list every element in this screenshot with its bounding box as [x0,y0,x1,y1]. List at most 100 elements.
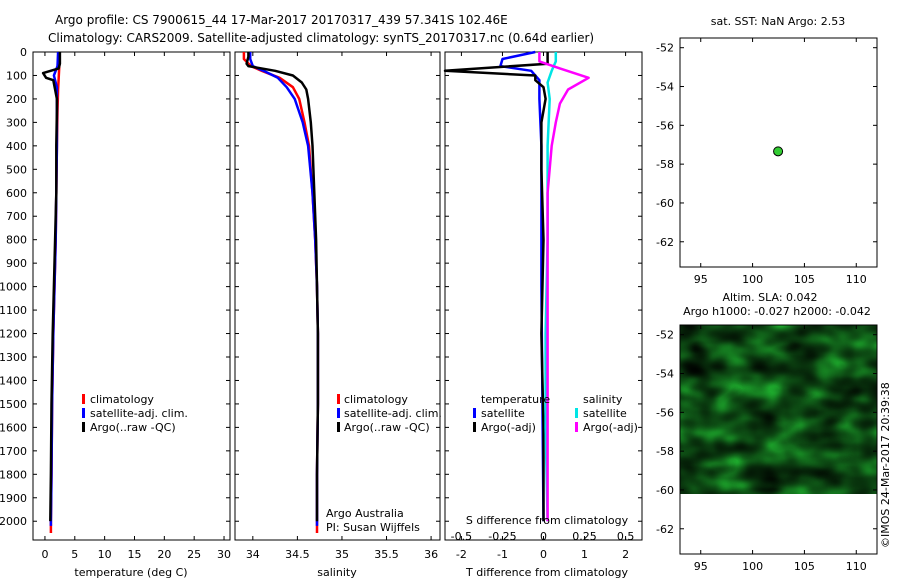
x-tick-label: 35.5 [374,548,399,561]
depth-tick-label: 200 [6,93,27,106]
legend-title-salinity: salinity [583,393,623,406]
legend-swatch-satellite [337,408,340,418]
salinity-x-axis: 34 34.5 35 35.5 36 [246,52,438,561]
temperature-xlabel: temperature (deg C) [74,566,187,579]
altimetry-panel: Altim. SLA: 0.042 Argo h1000: -0.027 h20… [656,291,878,573]
depth-tick-label: 400 [6,140,27,153]
lat-tick-label: -56 [656,406,674,419]
legend-swatch-t-satellite [473,408,476,418]
depth-tick-label: 1800 [0,468,27,481]
x-tick-label: 20 [157,548,171,561]
altimetry-heatmap [680,325,877,494]
x-tick-label: 34 [246,548,260,561]
x-tick-label: 34.5 [285,548,310,561]
temperature-axes-frame [32,51,231,541]
lat-tick-label: -58 [656,445,674,458]
sst-title: sat. SST: NaN Argo: 2.53 [711,15,845,28]
x-tick-label: 0 [41,548,48,561]
depth-axis: 0 100 200 300 400 500 600 700 800 900 1000 1100 1200… [0,46,230,528]
altimetry-map-axes: 95 100 105 110 -52 -54 -56 -58 -60 -62 [656,325,877,573]
depth-tick-label: 1300 [0,351,27,364]
legend-t-satellite: satellite [481,407,525,420]
sst-map-panel: sat. SST: NaN Argo: 2.53 95 100 105 110 -52 -… [656,15,878,286]
lat-tick-label: -56 [656,119,674,132]
depth-tick-label: 1500 [0,398,27,411]
x-tick-label: 15 [127,548,141,561]
altimetry-title-line2: Argo h1000: -0.027 h2000: -0.042 [683,305,871,318]
difference-panel: -2 -1 0 1 2 T difference from climatology S … [443,50,643,579]
x-tick-label: -1 [497,548,508,561]
heatmap-peaks [680,325,877,494]
profile-line-satellite-adj-clim- [248,52,320,526]
profile-line-argo-raw-qc- [245,52,320,522]
x-tick-label: 0 [540,548,547,561]
legend-s-argo: Argo(-adj) [583,421,638,434]
temperature-panel: 0100200300400500600700800900100011001200… [0,46,231,579]
lon-tick-label: 95 [694,273,708,286]
lat-tick-label: -60 [656,484,674,497]
s-diff-tick-label: 0.25 [572,530,597,543]
legend-satellite: satellite-adj. clim. [90,407,188,420]
depth-tick-label: 900 [6,257,27,270]
x-tick-label: 10 [98,548,112,561]
x-tick-label: 25 [187,548,201,561]
legend-title-temperature: temperature [481,393,550,406]
x-tick-label: 2 [622,548,629,561]
temperature-x-axis: 0 5 10 15 20 25 30 [41,52,231,561]
altimetry-map-frame [679,324,878,555]
profile-line-temperature-argo-adj- [443,52,549,522]
depth-tick-label: 100 [6,69,27,82]
s-diff-tick-label: -0.25 [488,530,516,543]
legend-argo: Argo(..raw -QC) [344,421,430,434]
lon-tick-label: 100 [742,273,763,286]
profile-line-salinity-argo-adj- [538,52,590,522]
legend-swatch-argo [337,422,340,432]
salinity-panel: 34 34.5 35 35.5 36 salinity climatology sate… [234,51,442,579]
credit-text: ©IMOS 24-Mar-2017 20:39:38 [879,382,892,548]
x-tick-label: 30 [217,548,231,561]
salinity-xlabel: salinity [317,566,357,579]
lat-tick-label: -58 [656,158,674,171]
x-tick-label: -2 [456,548,467,561]
depth-tick-label: 1900 [0,492,27,505]
figure-title-line2: Climatology: CARS2009. Satellite-adjuste… [48,31,594,45]
lon-tick-label: 100 [742,560,763,573]
difference-profiles [443,50,590,522]
legend-swatch-s-argo [575,422,578,432]
depth-tick-label: 600 [6,187,27,200]
profile-line-climatology [242,52,320,533]
temperature-profiles [41,51,62,533]
s-diff-tick-label: 0.5 [617,530,635,543]
x-tick-label: 5 [71,548,78,561]
legend-swatch-argo [82,422,85,432]
lon-tick-label: 110 [846,273,867,286]
lat-tick-label: -62 [656,523,674,536]
legend-swatch-s-satellite [575,408,578,418]
salinity-depth-ticks [235,51,440,522]
argo-position-marker [773,146,784,157]
lon-tick-label: 95 [694,560,708,573]
depth-tick-label: 1200 [0,328,27,341]
s-difference-ticks: -0.5 -0.25 0 0.25 0.5 [451,530,635,543]
depth-tick-label: 300 [6,116,27,129]
legend-climatology: climatology [90,393,154,406]
sst-map-axes: 95 100 105 110 -52 -54 -56 -58 -60 -62 [656,38,877,286]
depth-tick-label: 1700 [0,445,27,458]
depth-tick-label: 0 [20,46,27,59]
pi-annotation: PI: Susan Wijffels [326,521,420,534]
legend-swatch-climatology [337,394,340,404]
depth-tick-label: 1100 [0,304,27,317]
difference-x-axis: -2 -1 0 1 2 [456,52,629,561]
sst-map-marks [773,146,784,157]
legend-swatch-climatology [82,394,85,404]
legend-s-satellite: satellite [583,407,627,420]
difference-xlabel: T difference from climatology [465,566,628,579]
depth-tick-label: 2000 [0,515,27,528]
depth-tick-label: 1400 [0,374,27,387]
x-tick-label: 35 [335,548,349,561]
legend-climatology: climatology [344,393,408,406]
salinity-axes-frame [234,51,441,541]
profile-line-temperature-satellite [499,50,545,522]
institution-annotation: Argo Australia [326,507,404,520]
lat-tick-label: -54 [656,368,674,381]
